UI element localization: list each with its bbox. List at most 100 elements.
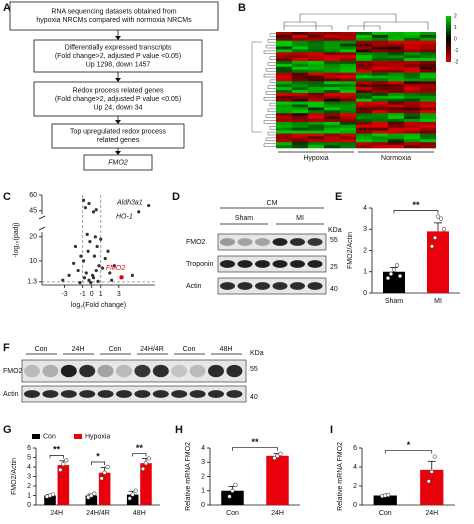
data-point	[100, 266, 105, 270]
flow-text: Up 24, down 34	[93, 104, 142, 111]
arrow-head	[115, 36, 121, 40]
heat-cell	[276, 75, 292, 79]
heat-cell	[324, 124, 340, 128]
heat-cell	[292, 81, 308, 85]
heat-cell	[292, 124, 308, 128]
panel-letter: B	[238, 2, 246, 14]
heat-cell	[324, 40, 340, 44]
data-point	[432, 454, 437, 459]
heat-cell	[292, 69, 308, 73]
heat-cell	[372, 145, 388, 149]
heat-cell	[292, 43, 308, 47]
heat-cell	[356, 78, 372, 82]
blot-band	[255, 260, 270, 268]
heat-cell	[292, 52, 308, 56]
data-point	[432, 235, 438, 240]
heat-cell	[292, 84, 308, 88]
x-tick-label: 1	[99, 291, 103, 298]
heat-cell	[404, 87, 420, 91]
heat-cell	[420, 52, 436, 56]
data-point	[94, 268, 98, 273]
blot-row-label: FMO2	[186, 239, 206, 246]
heat-cell	[420, 127, 436, 131]
data-point	[385, 276, 391, 281]
bar	[373, 495, 397, 505]
heat-cell	[420, 142, 436, 146]
heat-cell	[388, 72, 404, 76]
x-tick-label: Con	[226, 510, 239, 517]
heat-cell	[324, 72, 340, 76]
heat-cell	[404, 78, 420, 82]
heat-cell	[324, 49, 340, 53]
heat-cell	[372, 63, 388, 68]
heat-cell	[356, 37, 372, 41]
heat-cell	[276, 46, 292, 50]
heat-cell	[276, 52, 292, 56]
heat-cell	[340, 113, 356, 117]
heat-cell	[276, 95, 292, 99]
blot-marker: 40	[330, 286, 338, 293]
heat-cell	[340, 81, 356, 85]
blot-group: 48H	[220, 346, 233, 353]
heat-cell	[308, 78, 324, 82]
blot-band	[220, 238, 235, 246]
heat-cell	[356, 90, 372, 94]
blot-band	[226, 390, 243, 398]
heat-cell	[308, 32, 324, 36]
heat-cell	[372, 121, 388, 126]
heat-cell	[372, 113, 388, 117]
heat-cell	[372, 95, 388, 99]
heat-cell	[292, 58, 308, 62]
data-point	[84, 271, 88, 275]
heat-cell	[308, 49, 324, 53]
y-tick-label: 1.3	[27, 279, 37, 286]
colorbar-label: -1	[454, 48, 459, 54]
data-point	[99, 476, 104, 481]
data-point	[426, 479, 431, 484]
blot-group: MI	[296, 215, 304, 222]
data-point	[397, 273, 403, 279]
data-point	[391, 267, 397, 272]
heat-cell	[404, 75, 420, 79]
heat-cell	[356, 127, 372, 131]
heat-cell	[356, 130, 372, 134]
data-point	[94, 208, 98, 212]
heat-cell	[340, 46, 356, 50]
heat-cell	[276, 34, 292, 39]
x-axis-label: log₂(Fold change)	[71, 302, 126, 309]
heat-cell	[388, 110, 404, 114]
blot-band	[134, 390, 151, 398]
blot-membrane	[217, 233, 327, 251]
heat-cell	[324, 55, 340, 59]
y-tick-label: 3	[201, 459, 205, 466]
heat-cell	[292, 142, 308, 146]
heat-cell	[276, 104, 292, 108]
y-tick-label: 1	[27, 492, 31, 499]
heat-cell	[340, 104, 356, 108]
heat-cell	[372, 49, 388, 53]
heat-cell	[276, 116, 292, 120]
heat-cell	[292, 110, 308, 114]
data-point	[92, 491, 97, 496]
heat-cell	[388, 98, 404, 102]
heat-cell	[324, 61, 340, 65]
heat-cell	[420, 66, 436, 70]
heat-cell	[308, 58, 324, 62]
heat-cell	[308, 81, 324, 85]
blot-row-label: Actin	[3, 391, 19, 398]
y-tick-label: 3	[27, 473, 31, 480]
x-tick-label: 24H/4R	[86, 510, 110, 517]
heat-cell	[324, 63, 340, 68]
heat-cell	[404, 90, 420, 94]
heat-cell	[404, 133, 420, 137]
heat-cell	[388, 145, 404, 149]
data-point	[64, 458, 69, 463]
heat-cell	[372, 46, 388, 50]
heat-cell	[292, 37, 308, 41]
heat-cell	[340, 43, 356, 47]
heat-cell	[388, 142, 404, 146]
y-axis-label: Relative mRNA FMO2	[185, 442, 192, 511]
heat-cell	[292, 66, 308, 70]
flow-text: (Fold change>2, adjusted P value <0.05)	[55, 53, 181, 60]
y-tick-label: 4	[353, 464, 357, 471]
